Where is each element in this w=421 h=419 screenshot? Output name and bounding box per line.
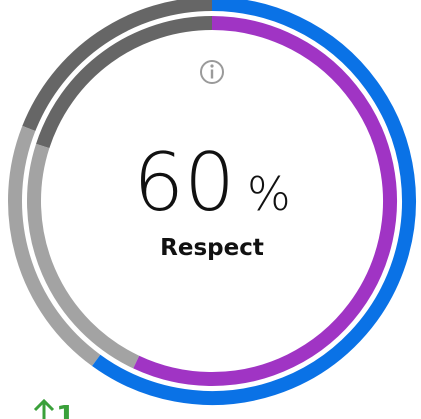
change-value: 1 — [56, 399, 75, 419]
ring-segment — [133, 16, 397, 386]
ring-segment — [27, 143, 140, 369]
ring-segment — [8, 125, 101, 367]
info-dot — [210, 64, 214, 68]
score-label: Respect — [160, 235, 264, 261]
info-circle[interactable] — [200, 60, 224, 84]
score-value: 60 — [133, 136, 235, 229]
ring-segment — [22, 0, 213, 132]
change-indicator: 1 — [33, 398, 75, 419]
up-arrow — [33, 398, 55, 419]
ring-segment — [92, 0, 416, 405]
info-stem — [210, 69, 214, 79]
ring-segment — [36, 16, 213, 149]
score-unit: % — [247, 167, 291, 221]
info-icon[interactable] — [200, 60, 224, 84]
